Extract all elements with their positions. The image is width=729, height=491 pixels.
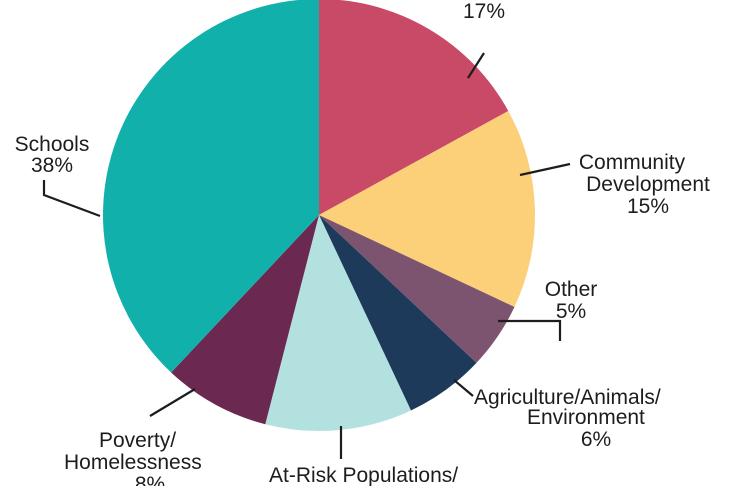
slice-label: Agriculture/Animals/ bbox=[474, 386, 661, 409]
slice-label: Homelessness bbox=[64, 451, 202, 474]
pie-slice bbox=[319, 215, 477, 411]
slice-label: Development bbox=[586, 173, 710, 196]
pie-slice bbox=[103, 0, 319, 373]
slice-percent-label: 15% bbox=[627, 195, 669, 218]
slice-percent-label: 38% bbox=[31, 154, 73, 177]
leader-line bbox=[498, 319, 562, 341]
leader-line bbox=[467, 52, 485, 79]
slice-label: At-Risk Populations/ bbox=[269, 464, 458, 486]
slice-label: Other bbox=[545, 278, 598, 301]
pie-slice bbox=[319, 0, 509, 215]
slice-percent-label: 17% bbox=[463, 0, 505, 23]
leader-line bbox=[42, 180, 101, 218]
slice-percent-label: 6% bbox=[581, 428, 611, 451]
pie-slice bbox=[319, 110, 535, 307]
slice-label: Poverty/ bbox=[99, 429, 176, 452]
slice-label: Environment bbox=[527, 406, 645, 429]
slice-label: Community bbox=[579, 151, 686, 174]
slice-percent-label: 5% bbox=[556, 300, 586, 323]
pie-slice bbox=[319, 215, 515, 363]
slice-label: Schools bbox=[15, 133, 90, 156]
pie-slice bbox=[265, 215, 411, 431]
slice-percent-label: 8% bbox=[135, 473, 165, 486]
leader-line bbox=[453, 379, 474, 397]
leader-line bbox=[519, 162, 571, 177]
pie-slice bbox=[171, 215, 319, 425]
leader-line bbox=[149, 388, 196, 417]
